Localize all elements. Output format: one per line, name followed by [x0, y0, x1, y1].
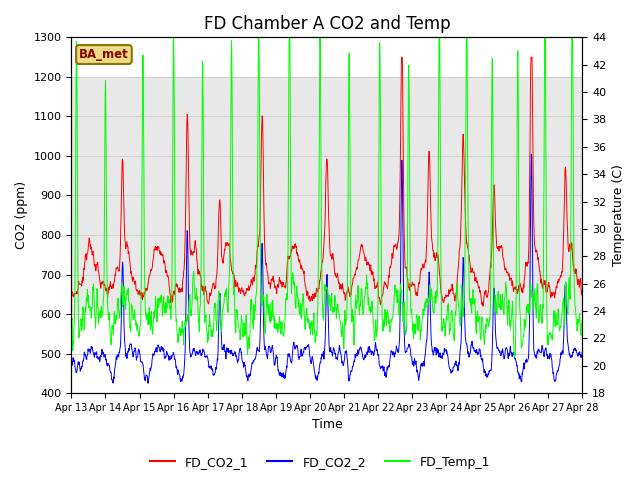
FD_CO2_2 [144, 380, 152, 386]
FD_Temp_1 [579, 317, 586, 323]
FD_CO2_2 [473, 349, 481, 355]
FD_Temp_1 [68, 313, 76, 319]
FD_CO2_2 [406, 346, 414, 351]
Y-axis label: CO2 (ppm): CO2 (ppm) [15, 181, 28, 249]
FD_CO2_1 [68, 288, 76, 293]
FD_CO2_1 [406, 280, 414, 286]
FD_CO2_2 [527, 151, 535, 157]
FD_Temp_1 [170, 35, 177, 40]
FD_CO2_2 [68, 359, 76, 365]
Legend: FD_CO2_1, FD_CO2_2, FD_Temp_1: FD_CO2_1, FD_CO2_2, FD_Temp_1 [145, 451, 495, 474]
Line: FD_CO2_1: FD_CO2_1 [72, 57, 582, 306]
FD_Temp_1 [182, 323, 189, 329]
FD_CO2_2 [169, 351, 177, 357]
FD_CO2_1 [238, 288, 246, 294]
FD_CO2_1 [479, 303, 487, 309]
Bar [72, 77, 582, 314]
FD_Temp_1 [406, 271, 414, 277]
X-axis label: Time: Time [312, 419, 342, 432]
FD_Temp_1 [169, 171, 177, 177]
FD_CO2_2 [239, 359, 246, 365]
FD_Temp_1 [511, 354, 518, 360]
FD_Temp_1 [473, 318, 481, 324]
FD_CO2_1 [169, 299, 177, 305]
FD_CO2_2 [518, 371, 526, 376]
FD_CO2_1 [181, 239, 189, 245]
FD_Temp_1 [239, 333, 246, 338]
Text: BA_met: BA_met [79, 48, 129, 61]
FD_CO2_2 [579, 349, 586, 355]
FD_CO2_1 [518, 288, 526, 294]
FD_Temp_1 [518, 343, 526, 348]
FD_CO2_1 [398, 54, 406, 60]
FD_CO2_1 [579, 288, 586, 293]
Y-axis label: Temperature (C): Temperature (C) [612, 164, 625, 266]
Line: FD_Temp_1: FD_Temp_1 [72, 37, 582, 357]
Title: FD Chamber A CO2 and Temp: FD Chamber A CO2 and Temp [204, 15, 451, 33]
Line: FD_CO2_2: FD_CO2_2 [72, 154, 582, 383]
FD_CO2_2 [182, 338, 189, 344]
FD_CO2_1 [473, 280, 481, 286]
